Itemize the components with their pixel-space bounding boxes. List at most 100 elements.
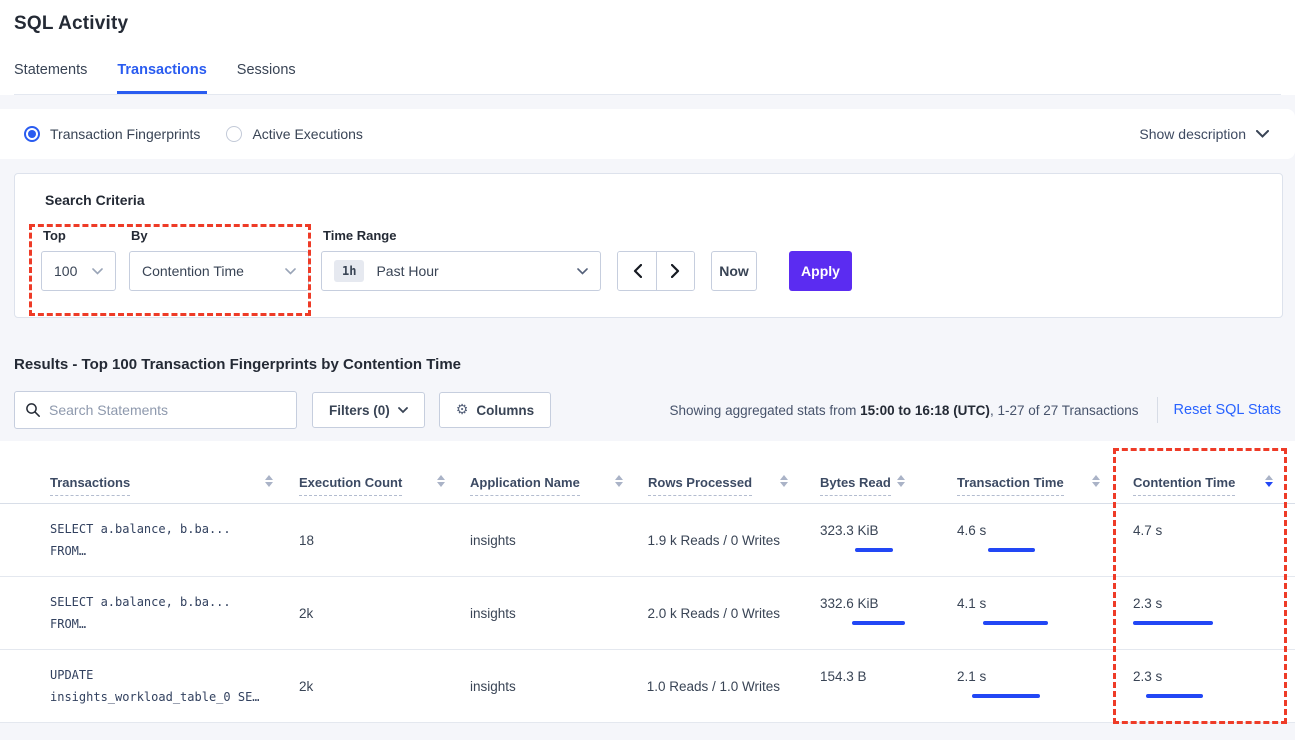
show-description-toggle[interactable]: Show description	[1139, 126, 1269, 142]
by-select-value: Contention Time	[142, 263, 244, 279]
sort-icon[interactable]	[615, 475, 623, 487]
show-description-label: Show description	[1139, 126, 1246, 142]
transactions-table: Transactions Execution Count Application…	[0, 441, 1295, 724]
contention-time-bar	[1133, 543, 1228, 557]
columns-button[interactable]: ⚙ Columns	[438, 392, 552, 428]
time-range-field: Time Range 1h Past Hour	[321, 228, 601, 291]
contention-time-bar	[1133, 689, 1228, 703]
bytes-read-bar	[820, 689, 915, 703]
tab-transactions[interactable]: Transactions	[117, 62, 207, 94]
radio-unselected-icon	[226, 126, 243, 142]
radio-transaction-fingerprints[interactable]: Transaction Fingerprints	[24, 126, 200, 142]
transaction-time-cell: 2.1 s	[927, 669, 1103, 703]
chevron-down-icon	[577, 267, 588, 275]
bytes-read-bar	[820, 543, 915, 557]
top-label: Top	[43, 228, 66, 243]
chevron-left-icon	[633, 264, 642, 278]
column-header-bytes-read[interactable]: Bytes Read	[790, 441, 927, 503]
top-select[interactable]: 100	[41, 251, 116, 291]
by-field: By Contention Time	[129, 228, 309, 291]
table-row: SELECT a.balance, b.ba... FROM… 2k insig…	[0, 577, 1295, 650]
tab-sessions[interactable]: Sessions	[236, 62, 296, 78]
vertical-divider	[1156, 397, 1158, 423]
stats-suffix: , 1-27 of 27 Transactions	[989, 402, 1139, 418]
filters-label: Filters (0)	[329, 402, 390, 418]
column-label: Contention Time	[1133, 475, 1236, 496]
stats-time-range: 15:00 to 16:18 (UTC)	[860, 402, 990, 418]
time-range-select[interactable]: 1h Past Hour	[321, 251, 601, 291]
sort-icon[interactable]	[780, 475, 788, 487]
search-icon	[26, 403, 40, 417]
contention-time-value: 2.3 s	[1133, 596, 1163, 611]
search-criteria-controls: Top 100 By Contention Time Time Range	[31, 228, 1266, 291]
by-label: By	[131, 228, 148, 243]
results-heading: Results - Top 100 Transaction Fingerprin…	[14, 356, 462, 373]
chevron-down-icon	[285, 267, 296, 275]
chevron-down-icon	[92, 267, 103, 275]
apply-button[interactable]: Apply	[789, 251, 852, 291]
transaction-fingerprint-link[interactable]: SELECT a.balance, b.ba... FROM…	[0, 518, 285, 562]
radio-active-executions[interactable]: Active Executions	[226, 126, 363, 142]
next-time-button[interactable]	[656, 252, 694, 290]
view-toggle-bar: Transaction Fingerprints Active Executio…	[0, 109, 1295, 159]
search-input[interactable]	[49, 402, 286, 418]
page-title: SQL Activity	[14, 13, 129, 34]
sort-icon[interactable]	[265, 475, 273, 487]
transaction-fingerprint-link[interactable]: UPDATE insights_workload_table_0 SE…	[0, 664, 285, 708]
rows-processed-cell: 1.9 k Reads / 0 Writes	[647, 532, 780, 548]
column-label: Application Name	[470, 475, 580, 496]
transaction-time-bar	[957, 543, 1052, 557]
search-criteria-card: Search Criteria Top 100 By Contention Ti…	[14, 173, 1283, 318]
column-header-transaction-time[interactable]: Transaction Time	[927, 441, 1103, 503]
column-label: Rows Processed	[648, 475, 753, 496]
column-header-contention-time[interactable]: Contention Time	[1103, 441, 1295, 503]
column-header-execution-count[interactable]: Execution Count	[285, 441, 455, 503]
execution-count-cell: 18	[285, 533, 455, 548]
sql-line-1: SELECT a.balance, b.ba...	[50, 521, 231, 536]
now-button[interactable]: Now	[711, 251, 757, 291]
aggregated-stats-text: Showing aggregated stats from 15:00 to 1…	[670, 403, 1139, 418]
column-header-rows-processed[interactable]: Rows Processed	[615, 441, 790, 503]
search-box[interactable]	[14, 391, 297, 429]
column-header-application-name[interactable]: Application Name	[455, 441, 623, 503]
sort-desc-icon[interactable]	[1265, 475, 1273, 487]
filters-button[interactable]: Filters (0)	[312, 392, 425, 428]
bytes-read-value: 332.6 KiB	[820, 596, 879, 611]
bytes-read-cell: 332.6 KiB	[790, 596, 927, 630]
transaction-time-value: 2.1 s	[957, 669, 987, 684]
reset-sql-stats-link[interactable]: Reset SQL Stats	[1173, 402, 1281, 418]
execution-count-cell: 2k	[285, 679, 455, 694]
sort-icon[interactable]	[437, 475, 445, 487]
transaction-time-value: 4.1 s	[957, 596, 987, 611]
bytes-read-cell: 154.3 B	[790, 669, 927, 703]
previous-time-button[interactable]	[618, 252, 656, 290]
sql-line-1: SELECT a.balance, b.ba...	[50, 594, 231, 609]
execution-count-bar	[369, 606, 449, 620]
column-header-transactions[interactable]: Transactions	[0, 441, 285, 503]
contention-time-bar	[1133, 616, 1228, 630]
sort-icon[interactable]	[1092, 475, 1100, 487]
execution-count-bar	[369, 679, 449, 693]
sort-icon[interactable]	[897, 475, 905, 487]
bytes-read-bar	[820, 616, 915, 630]
gear-icon: ⚙	[455, 402, 469, 418]
columns-label: Columns	[476, 402, 535, 418]
execution-count-value: 18	[299, 532, 315, 548]
sql-line-1: UPDATE	[50, 667, 94, 682]
transaction-fingerprint-link[interactable]: SELECT a.balance, b.ba... FROM…	[0, 591, 285, 635]
time-range-label: Time Range	[323, 228, 397, 243]
column-label: Transaction Time	[957, 475, 1064, 496]
sql-line-2: FROM…	[50, 544, 87, 558]
tab-statements[interactable]: Statements	[14, 62, 88, 78]
contention-time-cell: 2.3 s	[1103, 596, 1295, 630]
by-select[interactable]: Contention Time	[129, 251, 309, 291]
bytes-read-value: 154.3 B	[820, 669, 867, 684]
execution-count-value: 2k	[299, 605, 314, 621]
transaction-time-cell: 4.1 s	[927, 596, 1103, 630]
contention-time-cell: 2.3 s	[1103, 669, 1295, 703]
page-header: SQL Activity Statements Transactions Ses…	[0, 0, 1295, 95]
top-field: Top 100	[41, 228, 116, 291]
column-label: Bytes Read	[820, 475, 891, 496]
transaction-time-bar	[957, 616, 1052, 630]
